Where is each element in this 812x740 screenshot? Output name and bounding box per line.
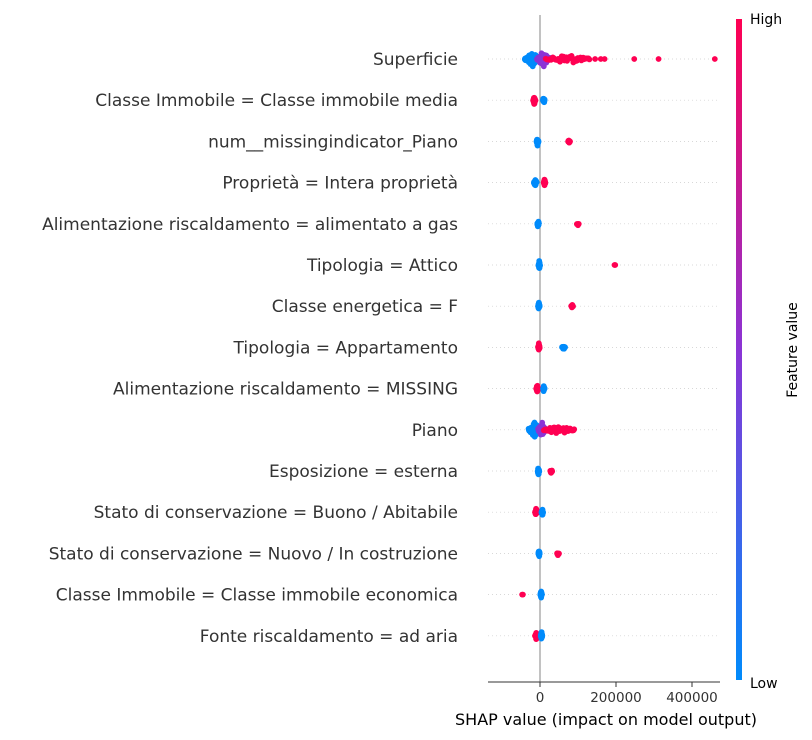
shap-point bbox=[535, 220, 542, 227]
dot-layer bbox=[519, 50, 718, 642]
row-gridlines bbox=[488, 58, 720, 637]
feature-label: Classe Immobile = Classe immobile media bbox=[95, 91, 458, 111]
feature-labels: Superficie Classe Immobile = Classe immob… bbox=[42, 50, 458, 647]
shap-point bbox=[592, 56, 598, 62]
feature-label: num__missingindicator_Piano bbox=[208, 132, 458, 152]
colorbar-title: Feature value bbox=[785, 302, 801, 398]
shap-point bbox=[631, 56, 638, 62]
shap-point bbox=[520, 591, 526, 598]
colorbar-low-label: Low bbox=[750, 676, 778, 692]
feature-label: Classe Immobile = Classe immobile econom… bbox=[56, 586, 458, 606]
shap-point bbox=[567, 138, 573, 145]
feature-label: Tipologia = Appartamento bbox=[233, 338, 458, 358]
shap-point bbox=[536, 550, 543, 557]
shap-point bbox=[541, 96, 548, 103]
shap-point bbox=[575, 221, 582, 227]
x-tick-label: 400000 bbox=[666, 690, 718, 706]
colorbar bbox=[736, 19, 742, 680]
shap-point bbox=[535, 385, 542, 392]
shap-point bbox=[711, 56, 718, 62]
shap-point bbox=[556, 550, 562, 557]
feature-label: Piano bbox=[412, 421, 458, 441]
feature-label: Stato di conservazione = Buono / Abitabi… bbox=[94, 503, 458, 523]
feature-label: Fonte riscaldamento = ad aria bbox=[200, 627, 458, 647]
shap-point bbox=[536, 344, 543, 351]
shap-point bbox=[542, 180, 549, 186]
shap-point bbox=[536, 303, 543, 310]
x-ticks: 0 200000 400000 bbox=[536, 682, 718, 706]
feature-label: Classe energetica = F bbox=[272, 297, 458, 317]
shap-point bbox=[571, 426, 578, 433]
feature-label: Superficie bbox=[373, 50, 458, 70]
feature-label: Proprietà = Intera proprietà bbox=[222, 174, 458, 194]
shap-point bbox=[532, 97, 539, 104]
shap-point bbox=[539, 591, 545, 598]
colorbar-high-label: High bbox=[750, 12, 782, 28]
feature-label: Alimentazione riscaldamento = alimentato… bbox=[42, 215, 458, 235]
feature-label: Esposizione = esterna bbox=[269, 462, 458, 482]
feature-label: Tipologia = Attico bbox=[306, 256, 458, 276]
shap-point bbox=[539, 632, 546, 639]
shap-point bbox=[535, 139, 542, 145]
shap-point bbox=[541, 385, 548, 392]
shap-point bbox=[536, 468, 543, 475]
shap-point bbox=[533, 179, 540, 185]
shap-point bbox=[655, 56, 662, 62]
shap-point bbox=[612, 262, 619, 268]
shap-point bbox=[549, 468, 556, 475]
shap-point bbox=[540, 509, 546, 516]
shap-point bbox=[537, 262, 543, 269]
x-axis-label: SHAP value (impact on model output) bbox=[455, 710, 757, 729]
feature-label: Alimentazione riscaldamento = MISSING bbox=[113, 380, 458, 400]
shap-point bbox=[601, 56, 608, 62]
x-tick-label: 0 bbox=[536, 690, 545, 706]
shap-point bbox=[570, 303, 576, 310]
x-tick-label: 200000 bbox=[590, 690, 642, 706]
feature-label: Stato di conservazione = Nuovo / In cost… bbox=[49, 544, 458, 564]
shap-point bbox=[586, 56, 593, 63]
shap-point bbox=[562, 344, 568, 351]
